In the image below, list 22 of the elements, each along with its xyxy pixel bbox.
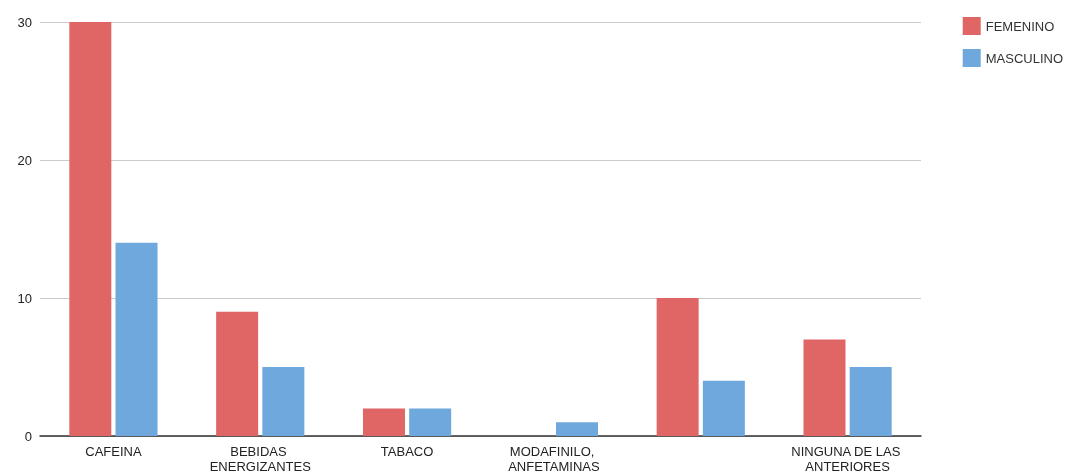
legend-label: MASCULINO [985,50,1064,66]
bar [115,242,158,436]
bar [702,380,745,436]
bar [803,339,846,436]
bar [849,367,892,436]
bar [362,408,405,436]
y-tick-label: 0 [24,428,32,444]
x-tick-label: BEBIDAS ENERGIZANTES [209,444,312,474]
y-tick-label: 10 [17,290,32,306]
legend-label: FEMENINO [985,18,1055,34]
x-tick-label: NINGUNA DE LAS ANTERIORES [791,444,904,474]
x-tick-label: CAFEINA [85,444,142,459]
y-tick-label: 30 [17,14,32,30]
y-tick-label: 20 [17,152,32,168]
bar [216,311,259,436]
bar [656,298,699,436]
bar [262,367,305,436]
bar [69,22,112,436]
x-tick-label: MODAFINILO, ANFETAMINAS [508,444,600,474]
x-tick-label: TABACO [380,444,434,459]
bar [556,422,599,436]
bar [409,408,452,436]
